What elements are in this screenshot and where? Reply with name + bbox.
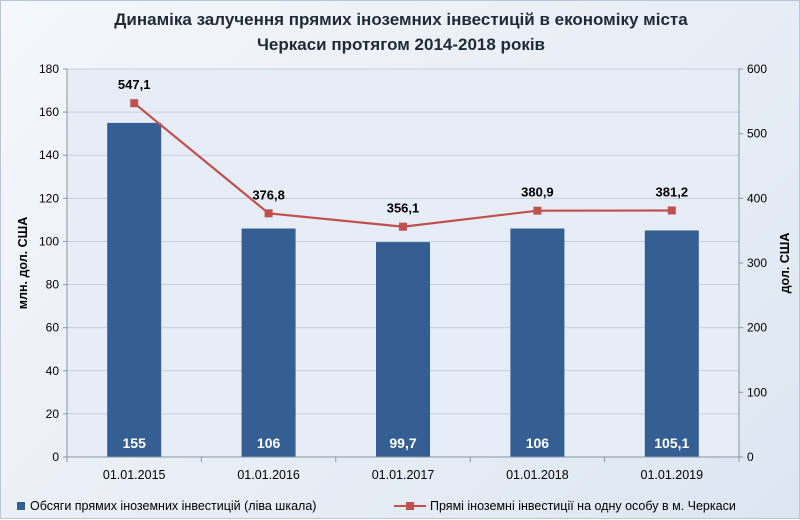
legend-line-label: Прямі іноземні інвестиції на одну особу … — [430, 499, 736, 513]
chart-title-line-1: Динаміка залучення прямих іноземних інве… — [114, 10, 688, 29]
left-tick-label: 20 — [46, 407, 60, 421]
x-tick-label: 01.01.2017 — [372, 468, 435, 482]
left-tick-label: 40 — [46, 364, 60, 378]
bar-value-label: 106 — [526, 435, 550, 451]
x-tick-label: 01.01.2019 — [641, 468, 704, 482]
line-series — [130, 99, 676, 231]
line-marker — [264, 209, 273, 218]
line-marker — [399, 222, 407, 231]
bar-value-label: 106 — [257, 435, 281, 451]
line-marker — [130, 99, 139, 108]
bar — [510, 228, 565, 457]
bar — [107, 122, 162, 457]
bar — [241, 228, 296, 457]
left-tick-label: 80 — [46, 278, 60, 292]
line-value-label: 356,1 — [387, 201, 420, 216]
x-tick-label: 01.01.2015 — [103, 468, 166, 482]
left-tick-label: 0 — [52, 450, 59, 464]
legend-bar-label: Обсяги прямих іноземних інвестицій (ліва… — [30, 499, 316, 513]
left-tick-label: 160 — [39, 105, 59, 119]
left-tick-label: 180 — [39, 62, 59, 76]
bar-value-label: 105,1 — [654, 435, 689, 451]
left-tick-label: 60 — [46, 321, 60, 335]
axes: 0 20 40 60 80 100 120 140 160 180 0 100 200 300 400 500… — [39, 62, 767, 482]
bar-series — [107, 122, 699, 457]
bar-value-label: 99,7 — [389, 435, 416, 451]
bar — [644, 230, 699, 457]
line-value-label: 547,1 — [118, 77, 151, 92]
x-tick-label: 01.01.2018 — [506, 468, 569, 482]
legend-bar-swatch — [17, 502, 25, 510]
left-tick-label: 100 — [39, 234, 59, 248]
line-value-label: 380,9 — [521, 185, 554, 200]
left-tick-label: 120 — [39, 191, 59, 205]
line-marker — [533, 206, 542, 215]
right-tick-label: 0 — [747, 450, 754, 464]
right-tick-label: 400 — [747, 191, 767, 205]
legend: Обсяги прямих іноземних інвестицій (ліва… — [17, 499, 736, 513]
right-tick-label: 100 — [747, 385, 767, 399]
line-value-label: 376,8 — [252, 187, 285, 202]
right-tick-label: 600 — [747, 62, 767, 76]
right-tick-label: 500 — [747, 127, 767, 141]
x-tick-label: 01.01.2016 — [237, 468, 300, 482]
bar — [376, 242, 430, 457]
left-axis-title: млн. дол. США — [16, 217, 30, 309]
data-labels: 155 106 99,7 106 105,1 547,1 376,8 356,1 380,9 38… — [118, 77, 690, 451]
legend-line-marker — [406, 502, 414, 510]
bar-value-label: 155 — [123, 435, 147, 451]
right-axis-title: дол. США — [778, 233, 792, 294]
chart-title-line-2: Черкаси протягом 2014-2018 років — [257, 35, 545, 54]
line-marker — [667, 206, 676, 215]
right-tick-label: 300 — [747, 256, 767, 270]
right-tick-label: 200 — [747, 321, 767, 335]
left-tick-label: 140 — [39, 148, 59, 162]
line-value-label: 381,2 — [656, 184, 689, 199]
